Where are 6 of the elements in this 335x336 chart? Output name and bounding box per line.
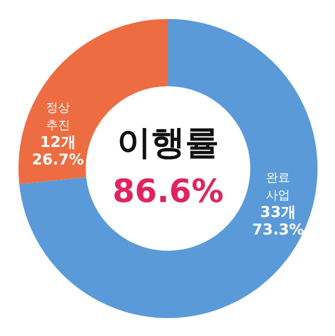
text: 이행률 [117,123,219,163]
data-label: 12개 26.7% [32,133,84,168]
slice-label: 완료 사업 [266,170,290,202]
data-label: 33개 73.3% [252,203,304,238]
slice-label: 정상 추진 [46,100,70,132]
text: 86.6% [112,172,224,210]
